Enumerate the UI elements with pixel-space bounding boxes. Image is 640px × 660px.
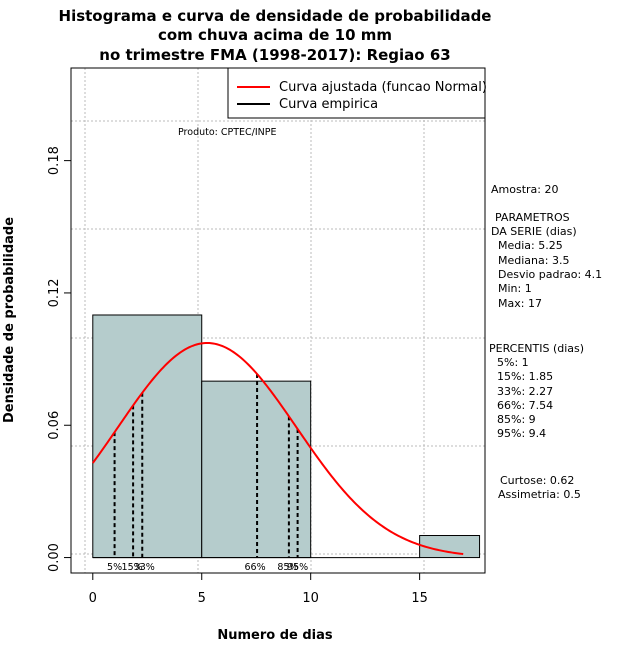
fitted-curve bbox=[91, 341, 464, 556]
stat-params-title-2: DA SERIE (dias) bbox=[491, 225, 577, 238]
y-tick-label: 0.00 bbox=[47, 543, 62, 572]
stat-p95: 95%: 9.4 bbox=[497, 427, 546, 440]
percentile-label-85: 85% bbox=[277, 562, 298, 573]
percentile-lines: 5% 15%33% 66% 85%95% bbox=[107, 373, 308, 573]
legend: Curva ajustada (funcao Normal) Curva emp… bbox=[227, 67, 487, 119]
legend-box bbox=[227, 67, 486, 119]
fitted-normal-curve bbox=[91, 341, 464, 556]
chart-title-line-1: Histograma e curva de densidade de proba… bbox=[59, 7, 492, 25]
stat-p15: 15%: 1.85 bbox=[497, 370, 553, 383]
histogram-bar-1 bbox=[92, 314, 203, 559]
y-tick-label: 0.12 bbox=[47, 278, 62, 307]
stat-min: Min: 1 bbox=[498, 282, 532, 295]
chart-title-line-2: com chuva acima de 10 mm bbox=[158, 26, 392, 44]
stat-p85: 85%: 9 bbox=[497, 413, 536, 426]
percentile-label-5: 5% bbox=[107, 562, 122, 573]
stat-media: Media: 5.25 bbox=[498, 239, 563, 252]
x-tick-label: 15 bbox=[411, 591, 428, 606]
product-annotation: Produto: CPTEC/INPE bbox=[178, 127, 277, 138]
stat-params-title-1: PARAMETROS bbox=[495, 211, 570, 224]
x-tick-label: 10 bbox=[302, 591, 319, 606]
percentile-label-95: 95% bbox=[287, 562, 308, 573]
x-axis: 0 5 10 15 bbox=[89, 572, 428, 606]
y-tick-label: 0.18 bbox=[47, 146, 62, 175]
y-tick-label: 0.06 bbox=[47, 411, 62, 440]
percentile-label-66: 66% bbox=[245, 562, 266, 573]
stat-curtose: Curtose: 0.62 bbox=[500, 474, 574, 487]
stat-assimetria: Assimetria: 0.5 bbox=[498, 488, 581, 501]
chart-title-line-3: no trimestre FMA (1998-2017): Regiao 63 bbox=[99, 46, 450, 64]
percentile-label-15: 15% bbox=[122, 562, 143, 573]
stat-p66: 66%: 7.54 bbox=[497, 399, 553, 412]
stat-p5: 5%: 1 bbox=[497, 356, 529, 369]
stat-max: Max: 17 bbox=[498, 297, 542, 310]
legend-label-fit: Curva ajustada (funcao Normal) bbox=[279, 80, 487, 95]
x-axis-label: Numero de dias bbox=[217, 628, 333, 643]
stats-panel: Amostra: 20 PARAMETROS DA SERIE (dias) M… bbox=[489, 183, 602, 501]
legend-label-empirical: Curva empirica bbox=[279, 97, 378, 112]
stat-mediana: Mediana: 3.5 bbox=[498, 254, 569, 267]
stat-sample: Amostra: 20 bbox=[491, 183, 558, 196]
x-tick-label: 5 bbox=[198, 591, 206, 606]
histogram-bars bbox=[92, 314, 481, 559]
histogram-bar-4 bbox=[419, 535, 481, 559]
y-axis-label: Densidade de probabilidade bbox=[2, 217, 17, 423]
stat-percentis-title: PERCENTIS (dias) bbox=[489, 342, 584, 355]
stat-desvio: Desvio padrao: 4.1 bbox=[498, 268, 602, 281]
stat-p33: 33%: 2.27 bbox=[497, 385, 553, 398]
y-axis: 0.00 0.06 0.12 0.18 bbox=[47, 146, 71, 572]
x-tick-label: 0 bbox=[89, 591, 97, 606]
percentile-label-33: 33% bbox=[134, 562, 155, 573]
